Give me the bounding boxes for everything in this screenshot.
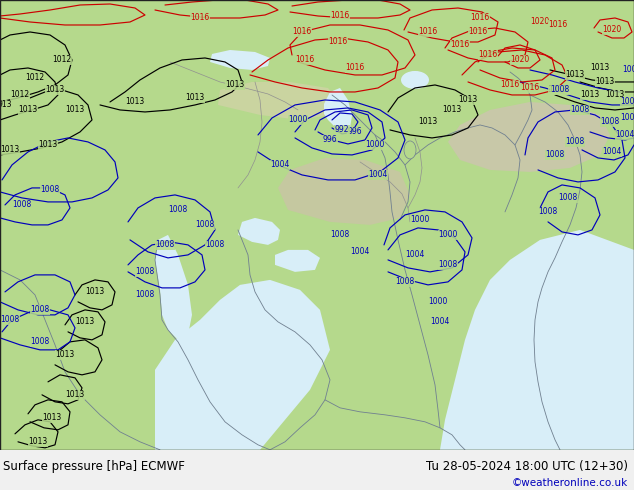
Polygon shape [448,102,610,172]
Text: 1020: 1020 [602,25,621,34]
Text: 1013: 1013 [548,85,567,95]
Text: 1013: 1013 [418,118,437,126]
Polygon shape [155,280,330,450]
Text: 1012: 1012 [25,74,44,82]
Text: 1000: 1000 [620,114,634,122]
Text: 1008: 1008 [559,194,578,202]
Text: 1008: 1008 [538,207,558,217]
Text: 1008: 1008 [41,185,60,195]
Text: 1016: 1016 [330,11,349,21]
Text: 1000: 1000 [429,297,448,306]
Text: 1016: 1016 [292,27,312,36]
Text: 1004: 1004 [430,318,450,326]
Text: 992: 992 [335,125,349,134]
Text: 1013: 1013 [126,98,145,106]
Text: 1004: 1004 [351,247,370,256]
Text: 1008: 1008 [330,230,349,240]
Text: 1004: 1004 [602,147,622,156]
Text: 1000: 1000 [365,141,385,149]
Text: Surface pressure [hPa] ECMWF: Surface pressure [hPa] ECMWF [3,460,185,473]
Text: 1013: 1013 [443,105,462,115]
Text: 1000: 1000 [410,216,430,224]
Text: 1016: 1016 [500,80,520,90]
Polygon shape [218,82,340,120]
Text: 1013: 1013 [1,146,20,154]
Text: 1000: 1000 [288,116,307,124]
Text: 1016: 1016 [418,27,437,36]
Text: 1004: 1004 [368,171,387,179]
Text: 1012: 1012 [10,91,30,99]
Text: 1013: 1013 [39,141,58,149]
Text: 1008: 1008 [566,137,585,147]
Text: 1020: 1020 [510,55,529,65]
Text: 1004: 1004 [616,130,634,140]
Text: ©weatheronline.co.uk: ©weatheronline.co.uk [512,478,628,488]
Text: 913: 913 [0,100,12,109]
Text: 996: 996 [323,135,337,145]
Text: 996: 996 [347,127,362,136]
Polygon shape [324,88,352,132]
Text: 1016: 1016 [328,37,347,47]
Text: 1008: 1008 [623,66,634,74]
Text: 1008: 1008 [621,98,634,106]
Text: 1012: 1012 [53,55,72,65]
Text: 1013: 1013 [18,105,37,115]
Text: 1013: 1013 [225,80,245,90]
Ellipse shape [401,71,429,89]
Text: 1008: 1008 [1,316,20,324]
Text: 1016: 1016 [470,14,489,23]
Text: 1013: 1013 [595,77,614,86]
Text: 1013: 1013 [185,94,205,102]
Text: 1008: 1008 [13,200,32,209]
Text: 1008: 1008 [136,291,155,299]
Text: 1013: 1013 [590,64,610,73]
Text: 1008: 1008 [136,268,155,276]
Text: 1013: 1013 [75,318,94,326]
Text: 1008: 1008 [550,85,569,95]
Text: 1016: 1016 [450,41,470,49]
Text: 1013: 1013 [65,105,84,115]
Text: 1013: 1013 [458,96,477,104]
Text: 1013: 1013 [46,85,65,95]
Text: 1016: 1016 [295,55,314,65]
Text: 1016: 1016 [548,21,567,29]
Text: 1004: 1004 [270,160,290,170]
Text: 1016: 1016 [479,50,498,59]
Text: 1008: 1008 [155,241,174,249]
Text: 1008: 1008 [571,105,590,115]
Polygon shape [238,218,280,245]
Text: 1020: 1020 [531,18,550,26]
Text: Tu 28-05-2024 18:00 UTC (12+30): Tu 28-05-2024 18:00 UTC (12+30) [425,460,628,473]
Text: 1008: 1008 [396,277,415,286]
Text: 1013: 1013 [29,437,48,446]
Text: 1013: 1013 [566,71,585,79]
Text: 1013: 1013 [580,91,600,99]
Polygon shape [440,230,634,450]
Text: 1013: 1013 [55,350,75,359]
Polygon shape [278,158,410,225]
Text: 1016: 1016 [521,83,540,93]
Polygon shape [155,235,192,340]
Text: 1008: 1008 [30,305,49,315]
Text: 1016: 1016 [190,14,210,23]
Text: 1013: 1013 [42,414,61,422]
Text: 1008: 1008 [30,337,49,346]
Text: 1013: 1013 [65,391,84,399]
Ellipse shape [404,141,416,159]
Text: 1016: 1016 [346,64,365,73]
Text: 1000: 1000 [438,230,458,240]
Text: 1008: 1008 [600,118,619,126]
Text: 1004: 1004 [405,250,425,259]
Text: 1013: 1013 [86,287,105,296]
Text: 1008: 1008 [169,205,188,215]
Text: 1008: 1008 [438,260,458,270]
Text: 1016: 1016 [469,27,488,36]
Polygon shape [275,250,320,272]
Text: 1013: 1013 [605,91,624,99]
Text: 1008: 1008 [195,220,215,229]
Text: 1008: 1008 [205,241,224,249]
Text: 1008: 1008 [545,150,565,159]
Polygon shape [210,50,270,70]
